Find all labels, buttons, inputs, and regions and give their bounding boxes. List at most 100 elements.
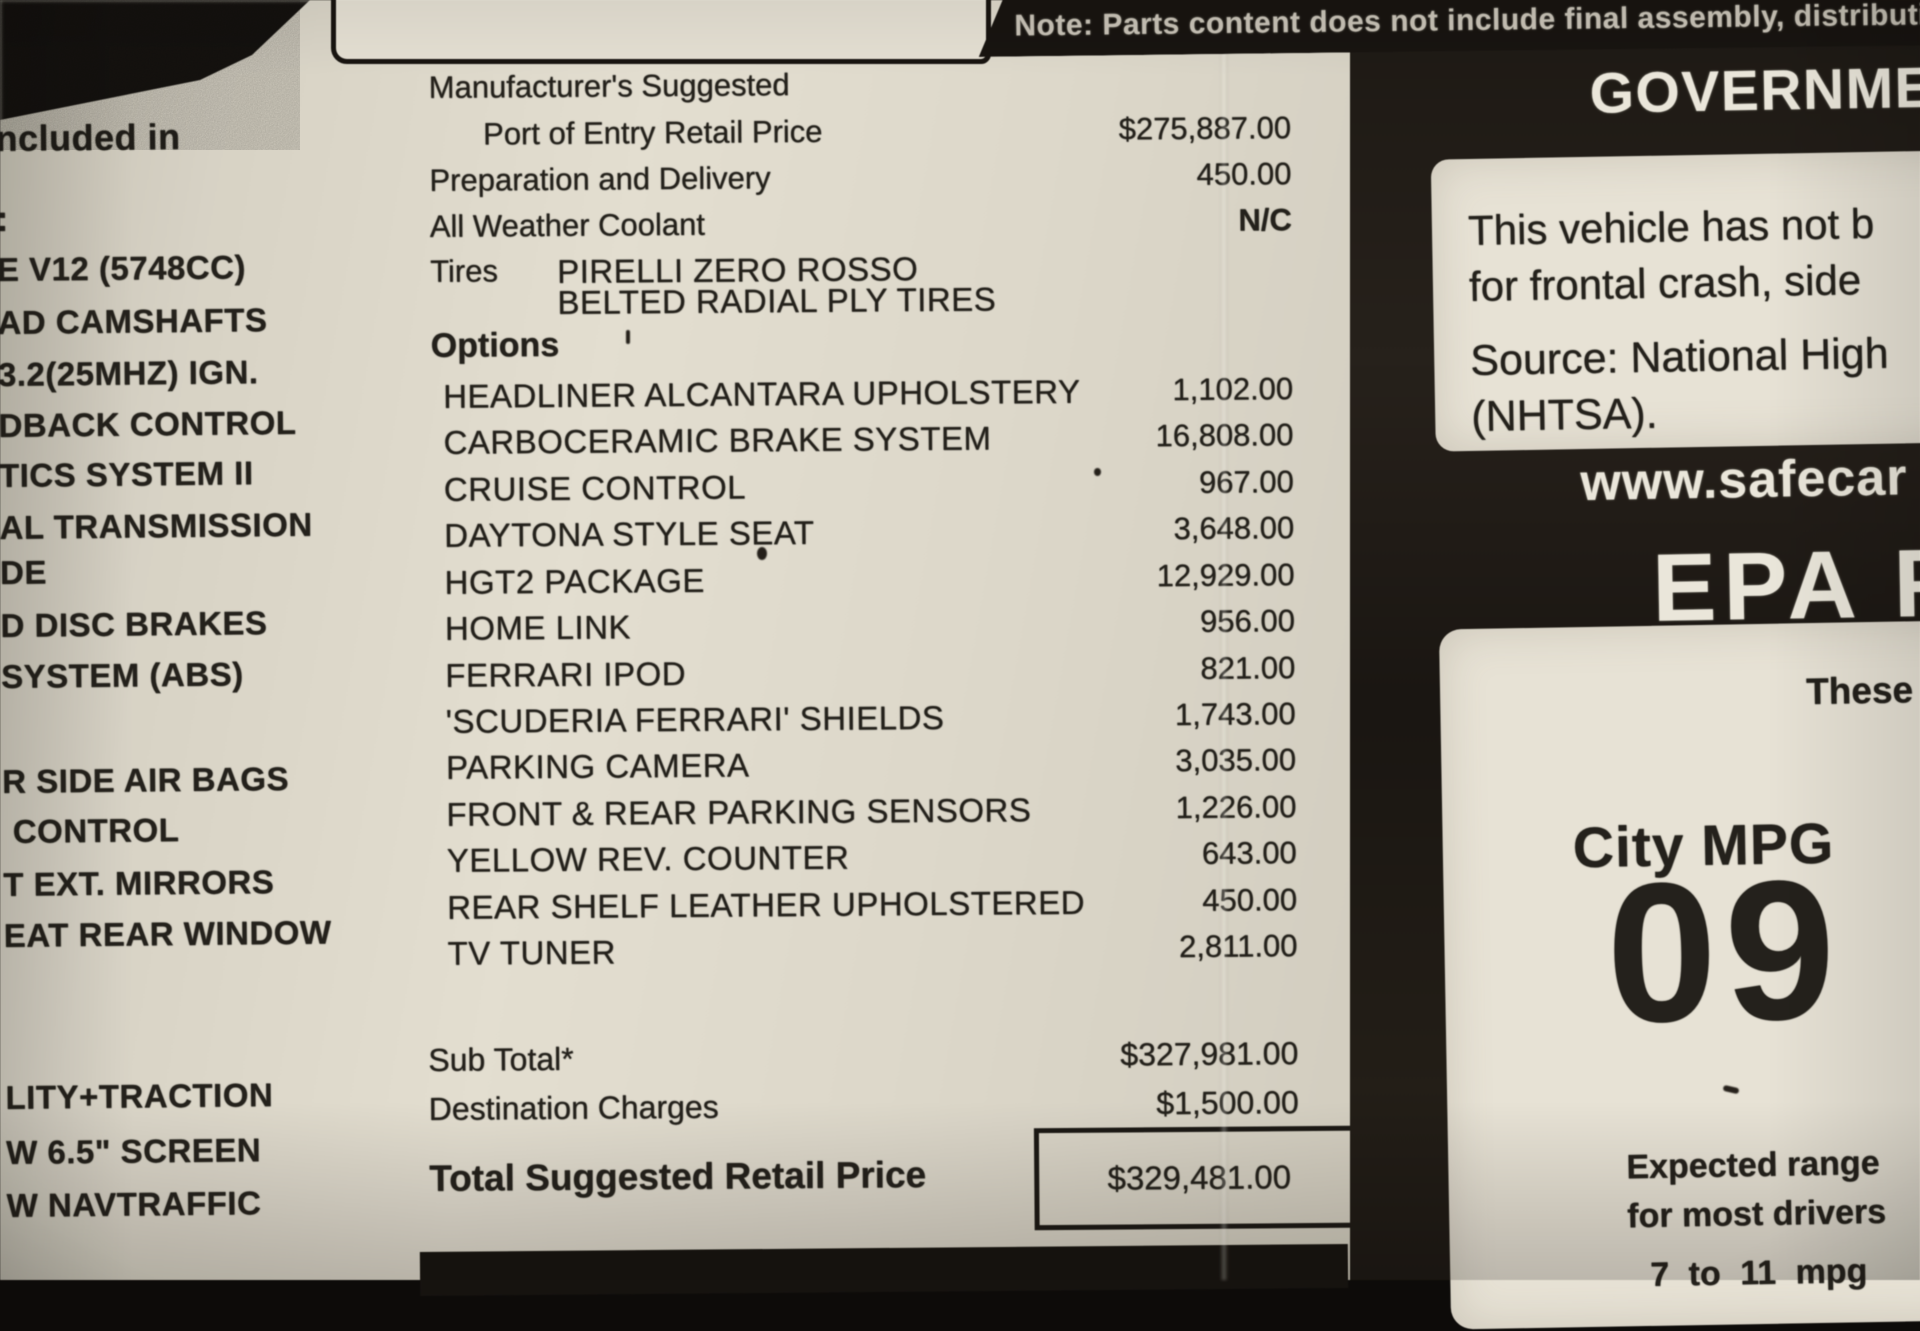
equipment-item: EAT REAR WINDOW <box>3 913 332 954</box>
city-mpg-value: 09 <box>1604 838 1845 1064</box>
prep-delivery-row: Preparation and Delivery 450.00 <box>421 156 1291 199</box>
option-label: HEADLINER ALCANTARA UPHOLSTERY <box>442 372 1081 415</box>
equipment-item: W NAVTRAFFIC <box>6 1184 262 1224</box>
crash-source-line2: (NHTSA). <box>1470 389 1658 441</box>
crash-notice-line1: This vehicle has not b <box>1467 199 1875 254</box>
equipment-item: E V12 (5748CC) <box>0 248 247 288</box>
option-row: REAR SHELF LEATHER UPHOLSTERED 450.00 <box>427 882 1297 927</box>
option-row: CARBOCERAMIC BRAKE SYSTEM 16,808.00 <box>423 417 1293 462</box>
msrp-line2: Port of Entry Retail Price <box>482 113 823 152</box>
option-label: HGT2 PACKAGE <box>444 561 706 601</box>
paper-speck <box>757 547 767 560</box>
option-price: 450.00 <box>1202 882 1298 918</box>
option-row: HOME LINK 956.00 <box>425 603 1295 648</box>
government-ratings-header: GOVERNME <box>1589 55 1920 126</box>
option-price: 967.00 <box>1198 464 1294 500</box>
equipment-item: AD CAMSHAFTS <box>0 301 268 341</box>
paper-crease <box>1220 0 1228 1280</box>
total-price: $329,481.00 <box>1107 1158 1292 1197</box>
option-price: 1,226.00 <box>1175 789 1297 826</box>
option-row: HEADLINER ALCANTARA UPHOLSTERY 1,102.00 <box>423 371 1293 416</box>
equipment-item: AL TRANSMISSION <box>0 505 313 546</box>
equipment-item: : <box>0 197 10 239</box>
option-row: FRONT & REAR PARKING SENSORS 1,226.00 <box>426 789 1296 834</box>
msrp-line1: Manufacturer's Suggested <box>428 67 790 105</box>
paper-speck <box>626 330 630 344</box>
tires-value-line2: BELTED RADIAL PLY TIRES <box>557 280 997 321</box>
prep-delivery-price: 450.00 <box>1196 156 1292 192</box>
destination-row: Destination Charges $1,500.00 <box>429 1084 1299 1128</box>
coolant-row: All Weather Coolant N/C <box>422 202 1292 245</box>
options-title: Options <box>430 325 560 365</box>
option-price: 3,648.00 <box>1173 510 1295 547</box>
total-price-box: $329,481.00 <box>1033 1125 1365 1231</box>
option-price: 3,035.00 <box>1175 742 1297 779</box>
option-price: 956.00 <box>1199 603 1296 639</box>
option-label: CRUISE CONTROL <box>443 468 747 508</box>
prep-delivery-label: Preparation and Delivery <box>429 160 771 198</box>
option-price: 821.00 <box>1200 650 1296 686</box>
option-price: 1,102.00 <box>1172 371 1294 408</box>
subtotal-price: $327,981.00 <box>1120 1035 1299 1073</box>
epa-these-text: These <box>1805 669 1914 713</box>
crash-test-notice-box: This vehicle has not b for frontal crash… <box>1430 149 1920 452</box>
option-label: YELLOW REV. COUNTER <box>446 838 850 879</box>
option-label: FERRARI IPOD <box>445 654 687 694</box>
option-label: FRONT & REAR PARKING SENSORS <box>446 791 1032 833</box>
coolant-price: N/C <box>1238 202 1292 238</box>
option-price: 1,743.00 <box>1174 696 1296 733</box>
option-label: TV TUNER <box>447 933 617 972</box>
equipment-item: T EXT. MIRRORS <box>3 863 275 903</box>
option-row: PARKING CAMERA 3,035.00 <box>426 742 1296 787</box>
equipment-item: D DISC BRAKES <box>0 604 268 644</box>
equipment-item: CONTROL <box>12 811 180 850</box>
equipment-item: R SIDE AIR BAGS <box>1 759 290 800</box>
option-price: 2,811.00 <box>1178 928 1298 965</box>
equipment-item: ncluded in <box>0 116 181 159</box>
crash-notice-line2: for frontal crash, side <box>1468 256 1862 310</box>
equipment-item: W 6.5" SCREEN <box>5 1131 262 1171</box>
option-label: CARBOCERAMIC BRAKE SYSTEM <box>443 419 992 461</box>
option-row: HGT2 PACKAGE 12,929.00 <box>424 557 1294 602</box>
paper-speck <box>1722 1084 1740 1095</box>
standard-equipment-column: ncluded in : E V12 (5748CC) AD CAMSHAFTS… <box>0 0 447 1280</box>
option-label: 'SCUDERIA FERRARI' SHIELDS <box>445 698 945 740</box>
option-row: YELLOW REV. COUNTER 643.00 <box>427 835 1297 880</box>
bottom-black-bar <box>419 1243 1349 1297</box>
option-label: PARKING CAMERA <box>445 746 750 786</box>
option-row: TV TUNER 2,811.00 <box>427 928 1297 973</box>
total-label: Total Suggested Retail Price <box>429 1154 927 1199</box>
equipment-item: TICS SYSTEM II <box>0 454 254 494</box>
note-bar-text: Note: Parts content does not include fin… <box>1014 0 1920 43</box>
option-label: REAR SHELF LEATHER UPHOLSTERED <box>446 883 1086 926</box>
expected-range-line1: Expected range <box>1626 1143 1880 1187</box>
equipment-item: DE <box>0 553 48 591</box>
msrp-header-row: Manufacturer's Suggested <box>421 63 1291 106</box>
crash-source-line1: Source: National High <box>1469 329 1889 385</box>
subtotal-label: Sub Total* <box>428 1040 574 1078</box>
sticker-paper <box>0 0 1358 1280</box>
option-row: CRUISE CONTROL 967.00 <box>424 464 1294 509</box>
destination-label: Destination Charges <box>428 1088 719 1127</box>
option-label: HOME LINK <box>444 608 632 647</box>
option-row: DAYTONA STYLE SEAT 3,648.00 <box>424 510 1294 555</box>
top-partial-box <box>331 0 991 64</box>
subtotal-row: Sub Total* $327,981.00 <box>428 1035 1298 1079</box>
msrp-row: Port of Entry Retail Price $275,887.00 <box>421 110 1291 153</box>
government-epa-panel-content: GOVERNME This vehicle has not b for fron… <box>1350 0 1920 1330</box>
tires-label: Tires <box>429 253 499 289</box>
government-epa-panel: GOVERNME This vehicle has not b for fron… <box>1350 0 1920 1330</box>
expected-range-line2: for most drivers <box>1626 1192 1887 1236</box>
msrp-price: $275,887.00 <box>1118 110 1292 147</box>
safercar-url: www.safecar <box>1579 448 1908 513</box>
epa-fuel-economy-box: These City MPG 09 Expected range for mos… <box>1438 619 1920 1330</box>
equipment-item: LITY+TRACTION <box>5 1076 274 1116</box>
option-label: DAYTONA STYLE SEAT <box>444 513 815 554</box>
equipment-item: 3.2(25MHZ) IGN. <box>0 353 259 393</box>
option-row: FERRARI IPOD 821.00 <box>425 650 1295 695</box>
option-row: 'SCUDERIA FERRARI' SHIELDS 1,743.00 <box>426 696 1296 741</box>
coolant-label: All Weather Coolant <box>429 206 706 244</box>
expected-range-mpg: 7 to 11 mpg <box>1649 1252 1868 1294</box>
option-price: 643.00 <box>1201 835 1297 871</box>
